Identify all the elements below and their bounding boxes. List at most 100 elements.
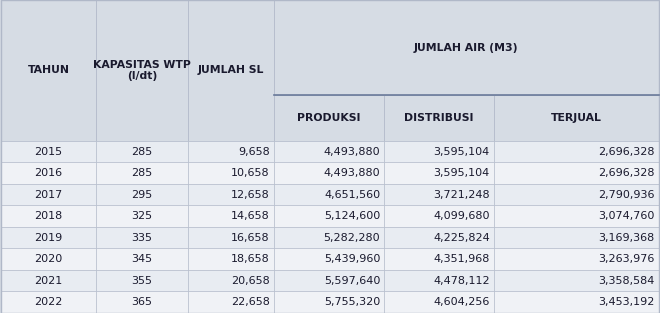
Text: 2,696,328: 2,696,328 [598, 146, 655, 156]
Text: 4,604,256: 4,604,256 [434, 297, 490, 307]
Bar [1, 141, 96, 162]
Text: 5,597,640: 5,597,640 [324, 276, 380, 286]
Bar [274, 141, 384, 162]
Bar [494, 249, 659, 270]
Bar [384, 205, 494, 227]
Text: 4,099,680: 4,099,680 [433, 211, 490, 221]
Text: 5,439,960: 5,439,960 [324, 254, 380, 264]
Text: 2,790,936: 2,790,936 [598, 190, 655, 200]
Bar [384, 162, 494, 184]
Text: 3,169,368: 3,169,368 [599, 233, 655, 243]
Text: 4,493,880: 4,493,880 [323, 168, 380, 178]
Text: PRODUKSI: PRODUKSI [297, 113, 361, 123]
Bar [1, 205, 96, 227]
Bar [274, 184, 384, 205]
Bar [384, 270, 494, 291]
Text: 2020: 2020 [34, 254, 63, 264]
Text: 335: 335 [131, 233, 152, 243]
Text: 12,658: 12,658 [231, 190, 270, 200]
Text: 22,658: 22,658 [231, 297, 270, 307]
Text: KAPASITAS WTP
(l/dt): KAPASITAS WTP (l/dt) [93, 59, 191, 81]
Bar [96, 205, 188, 227]
Text: 3,358,584: 3,358,584 [599, 276, 655, 286]
Bar [1, 0, 96, 141]
Bar [188, 270, 274, 291]
Bar [188, 141, 274, 162]
Bar [384, 291, 494, 313]
Text: 3,263,976: 3,263,976 [599, 254, 655, 264]
Text: TAHUN: TAHUN [28, 65, 69, 75]
Text: 3,595,104: 3,595,104 [434, 146, 490, 156]
Text: 4,351,968: 4,351,968 [434, 254, 490, 264]
Bar [1, 249, 96, 270]
Text: 10,658: 10,658 [231, 168, 270, 178]
Text: 3,721,248: 3,721,248 [433, 190, 490, 200]
Bar [188, 184, 274, 205]
Text: 2016: 2016 [34, 168, 63, 178]
Text: 14,658: 14,658 [231, 211, 270, 221]
Text: 20,658: 20,658 [231, 276, 270, 286]
Bar [1, 184, 96, 205]
Text: 4,651,560: 4,651,560 [324, 190, 380, 200]
Bar [494, 184, 659, 205]
Bar [384, 249, 494, 270]
Bar [188, 291, 274, 313]
Bar [1, 162, 96, 184]
Text: 16,658: 16,658 [231, 233, 270, 243]
Bar [188, 249, 274, 270]
Text: 5,124,600: 5,124,600 [324, 211, 380, 221]
Text: 295: 295 [131, 190, 152, 200]
Bar [188, 205, 274, 227]
Text: 2022: 2022 [34, 297, 63, 307]
Text: 4,493,880: 4,493,880 [323, 146, 380, 156]
Bar [1, 270, 96, 291]
Bar [494, 291, 659, 313]
Text: 3,074,760: 3,074,760 [599, 211, 655, 221]
Bar [1, 291, 96, 313]
Text: 2,696,328: 2,696,328 [598, 168, 655, 178]
Bar [188, 0, 274, 141]
Bar [274, 291, 384, 313]
Text: 345: 345 [131, 254, 152, 264]
Text: 4,225,824: 4,225,824 [433, 233, 490, 243]
Text: 3,595,104: 3,595,104 [434, 168, 490, 178]
Text: JUMLAH AIR (M3): JUMLAH AIR (M3) [414, 43, 519, 53]
Bar [96, 249, 188, 270]
Bar [96, 141, 188, 162]
Text: 4,478,112: 4,478,112 [433, 276, 490, 286]
Text: JUMLAH SL: JUMLAH SL [198, 65, 264, 75]
Text: 355: 355 [131, 276, 152, 286]
Bar [188, 227, 274, 249]
Text: 5,755,320: 5,755,320 [324, 297, 380, 307]
Bar [274, 249, 384, 270]
Bar [384, 141, 494, 162]
Bar [494, 162, 659, 184]
Bar [1, 227, 96, 249]
Bar [384, 227, 494, 249]
Text: 2017: 2017 [34, 190, 63, 200]
Text: 3,453,192: 3,453,192 [599, 297, 655, 307]
Bar [188, 162, 274, 184]
Text: DISTRIBUSI: DISTRIBUSI [404, 113, 474, 123]
Bar [96, 0, 188, 141]
Bar [494, 227, 659, 249]
Text: 285: 285 [131, 168, 152, 178]
Bar [96, 227, 188, 249]
Bar [96, 291, 188, 313]
Bar [274, 227, 384, 249]
Bar [494, 95, 659, 141]
Bar [274, 205, 384, 227]
Text: 285: 285 [131, 146, 152, 156]
Text: 2019: 2019 [34, 233, 63, 243]
Text: TERJUAL: TERJUAL [550, 113, 602, 123]
Text: 5,282,280: 5,282,280 [323, 233, 380, 243]
Text: 2018: 2018 [34, 211, 63, 221]
Bar [96, 162, 188, 184]
Bar [274, 95, 384, 141]
Bar [494, 205, 659, 227]
Bar [494, 141, 659, 162]
Text: 2015: 2015 [34, 146, 63, 156]
Bar [274, 0, 659, 95]
Text: 365: 365 [131, 297, 152, 307]
Text: 18,658: 18,658 [231, 254, 270, 264]
